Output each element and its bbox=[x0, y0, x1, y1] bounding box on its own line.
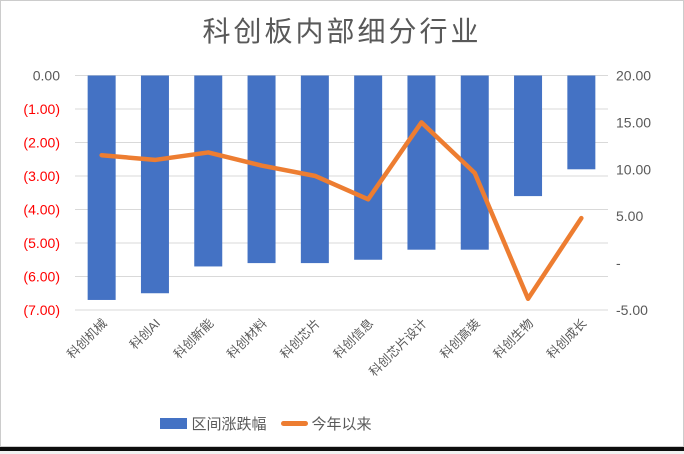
bar-4 bbox=[300, 75, 329, 264]
bar-0 bbox=[87, 75, 116, 300]
category-label-8: 科创生物 bbox=[491, 316, 536, 361]
right-axis-tick-2: 10.00 bbox=[616, 161, 651, 177]
category-label-4: 科创芯片 bbox=[278, 316, 323, 361]
chart-legend: 区间涨跌幅 今年以来 bbox=[0, 407, 608, 439]
category-label-9: 科创成长 bbox=[544, 316, 590, 362]
right-axis-tick-1: 15.00 bbox=[616, 114, 651, 130]
legend-item-bar-series: 区间涨跌幅 bbox=[160, 413, 267, 434]
category-label-5: 科创信息 bbox=[330, 316, 376, 362]
chart-title: 科创板内部细分行业 bbox=[202, 16, 482, 47]
left-axis-tick-1: (1.00) bbox=[23, 101, 60, 117]
left-axis-tick-5: (5.00) bbox=[23, 235, 60, 251]
category-label-7: 科创高装 bbox=[437, 316, 483, 362]
line-series bbox=[99, 120, 584, 301]
right-axis-tick-3: 5.00 bbox=[616, 208, 643, 224]
right-axis-tick-5: -5.00 bbox=[616, 302, 648, 318]
line-series-swatch-icon bbox=[280, 420, 308, 426]
category-label-1: 科创AI bbox=[127, 316, 163, 352]
bar-2 bbox=[194, 75, 223, 267]
combo-chart-plot: 0.00 (1.00) (2.00) (3.00) (4.00) (5.00) (6.00)… bbox=[23, 68, 651, 380]
category-label-0: 科创机械 bbox=[64, 315, 110, 361]
bar-6 bbox=[407, 75, 436, 250]
left-axis-tick-2: (2.00) bbox=[23, 135, 60, 151]
left-axis-tick-4: (4.00) bbox=[23, 202, 60, 218]
window-bottom-edge bbox=[0, 447, 684, 451]
window-bottom-strip bbox=[0, 451, 684, 454]
left-axis-tick-7: (7.00) bbox=[23, 302, 60, 318]
legend-item-line-series: 今年以来 bbox=[280, 413, 372, 434]
category-label-6: 科创芯片设计 bbox=[366, 316, 430, 380]
category-label-3: 科创材料 bbox=[224, 316, 270, 362]
left-axis-tick-3: (3.00) bbox=[23, 168, 60, 184]
right-axis-tick-0: 20.00 bbox=[616, 68, 651, 84]
bar-1 bbox=[140, 75, 169, 294]
bar-9 bbox=[567, 75, 596, 170]
bar-series-swatch-icon bbox=[160, 417, 188, 429]
left-axis-tick-0: 0.00 bbox=[33, 68, 60, 84]
left-axis-tick-6: (6.00) bbox=[23, 269, 60, 285]
bar-5 bbox=[354, 75, 383, 260]
right-axis-tick-4: - bbox=[616, 255, 621, 271]
category-label-2: 科创新能 bbox=[170, 315, 216, 361]
legend-label-line-series: 今年以来 bbox=[311, 415, 372, 433]
bar-8 bbox=[514, 75, 543, 197]
legend-label-bar-series: 区间涨跌幅 bbox=[191, 415, 267, 433]
